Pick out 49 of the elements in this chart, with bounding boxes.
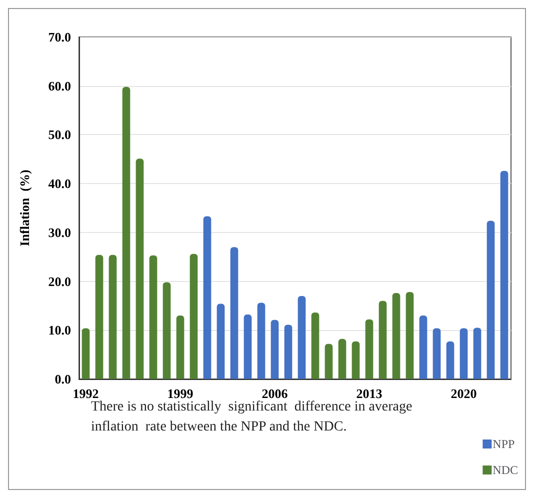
bar — [230, 247, 238, 379]
x-tick-label: 1999 — [167, 386, 194, 401]
bar — [95, 254, 104, 379]
bar — [270, 320, 279, 379]
bar — [406, 292, 414, 379]
bar — [311, 312, 320, 379]
x-tick-label: 2020 — [450, 386, 477, 401]
bar — [203, 216, 212, 379]
x-tick-label: 2013 — [356, 386, 383, 401]
bar — [378, 300, 387, 379]
bar — [216, 304, 225, 379]
bar — [486, 220, 495, 379]
bar — [298, 296, 306, 379]
bar — [136, 158, 144, 379]
y-tick-label: 0.0 — [54, 372, 71, 386]
bar — [324, 344, 333, 379]
legend-label: NPP — [492, 437, 516, 451]
bar — [460, 328, 468, 379]
bar — [446, 341, 454, 379]
bar — [352, 341, 360, 379]
bar — [244, 314, 252, 379]
y-tick-label: 20.0 — [48, 274, 71, 289]
bar — [82, 328, 90, 379]
x-tick-label: 1992 — [72, 386, 99, 401]
bar — [122, 86, 130, 379]
bar — [190, 254, 198, 379]
y-tick-label: 40.0 — [48, 176, 71, 192]
y-tick-label: 70.0 — [48, 30, 71, 44]
bar — [365, 319, 374, 379]
bar — [257, 302, 266, 379]
bar — [432, 328, 441, 379]
y-tick-label: 50.0 — [48, 127, 71, 142]
y-axis-title: Inflation (%) — [17, 170, 32, 246]
bar — [176, 315, 184, 379]
text: There is no statistically significant difference in average inflation rate between the NPP and the NDC. — [91, 400, 416, 434]
bar — [284, 324, 292, 379]
bar — [473, 328, 482, 379]
bar — [419, 315, 428, 379]
bar — [338, 338, 346, 379]
bar — [149, 255, 158, 379]
legend-label: NDC — [492, 463, 518, 477]
x-tick-label: 2006 — [262, 386, 288, 401]
y-tick-label: 10.0 — [48, 322, 71, 338]
bar — [392, 293, 400, 379]
y-tick-label: 30.0 — [48, 224, 71, 240]
bar — [500, 170, 508, 379]
y-tick-label: 60.0 — [48, 78, 71, 94]
bar — [162, 282, 171, 379]
bar — [108, 254, 117, 379]
